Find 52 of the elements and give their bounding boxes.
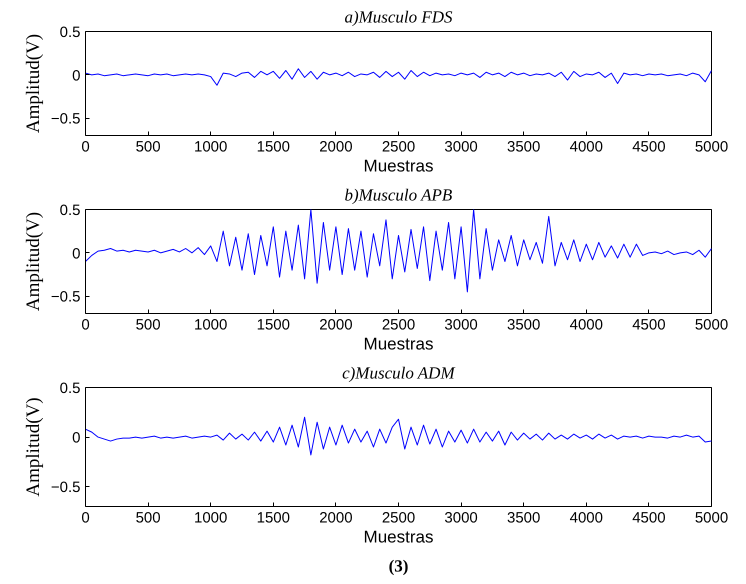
x-tick-label: 1000 — [194, 510, 228, 526]
x-tick-label: 2000 — [319, 316, 353, 334]
x-tick-label: 4000 — [570, 138, 603, 156]
y-tick-label: 0 — [72, 67, 80, 84]
line-series — [86, 416, 712, 456]
y-tick-label: 0.5 — [60, 24, 81, 41]
x-tick-label: 4500 — [632, 510, 666, 526]
y-tick-label: −0.5 — [50, 479, 81, 496]
x-tick-label: 2000 — [319, 510, 353, 526]
x-tick-label: 1000 — [194, 138, 228, 156]
x-tick-label: 2500 — [382, 510, 416, 526]
x-tick-label: 1500 — [256, 510, 290, 526]
y-tick-label: 0 — [72, 245, 80, 262]
chart-title: a)Musculo FDS — [344, 8, 454, 26]
x-tick-label: 3000 — [444, 138, 478, 156]
x-tick-label: 500 — [136, 510, 161, 526]
x-axis-title: Muestras — [364, 156, 434, 176]
y-axis-title: Amplitud(V) — [22, 397, 44, 497]
y-tick-label: 0.5 — [60, 380, 81, 397]
y-tick-label: −0.5 — [50, 110, 81, 128]
x-tick-label: 1500 — [256, 138, 290, 156]
x-tick-label: 4000 — [570, 510, 603, 526]
line-series — [86, 68, 712, 86]
x-tick-label: 500 — [136, 138, 161, 156]
chart-title: b)Musculo APB — [344, 186, 453, 204]
x-tick-label: 2500 — [382, 138, 416, 156]
x-tick-label: 5000 — [694, 316, 728, 334]
x-tick-label: 4000 — [570, 316, 603, 334]
x-tick-label: 4500 — [632, 316, 666, 334]
y-tick-label: 0.5 — [60, 202, 81, 219]
x-axis-title: Muestras — [364, 334, 434, 354]
y-axis-title: Amplitud(V) — [22, 34, 44, 134]
x-tick-label: 3500 — [507, 316, 540, 334]
x-tick-label: 3000 — [444, 510, 478, 526]
x-tick-label: 3000 — [444, 316, 478, 334]
y-tick-label: −0.5 — [50, 288, 81, 306]
x-tick-label: 5000 — [694, 138, 728, 156]
y-tick-label: 0 — [72, 430, 80, 447]
x-tick-label: 4500 — [632, 138, 666, 156]
x-tick-label: 2500 — [382, 316, 416, 334]
x-tick-label: 3500 — [507, 138, 540, 156]
line-series — [86, 210, 712, 292]
x-tick-label: 500 — [136, 316, 161, 334]
x-tick-label: 5000 — [694, 510, 728, 526]
text: (3) — [388, 556, 408, 576]
x-tick-label: 2000 — [319, 138, 353, 156]
x-tick-label: 3500 — [507, 510, 540, 526]
x-tick-label: 1500 — [256, 316, 290, 334]
chart-title: c)Musculo ADM — [342, 364, 456, 382]
x-tick-label: 1000 — [194, 316, 228, 334]
x-axis-title: Muestras — [364, 528, 434, 546]
y-axis-title: Amplitud(V) — [22, 212, 44, 312]
